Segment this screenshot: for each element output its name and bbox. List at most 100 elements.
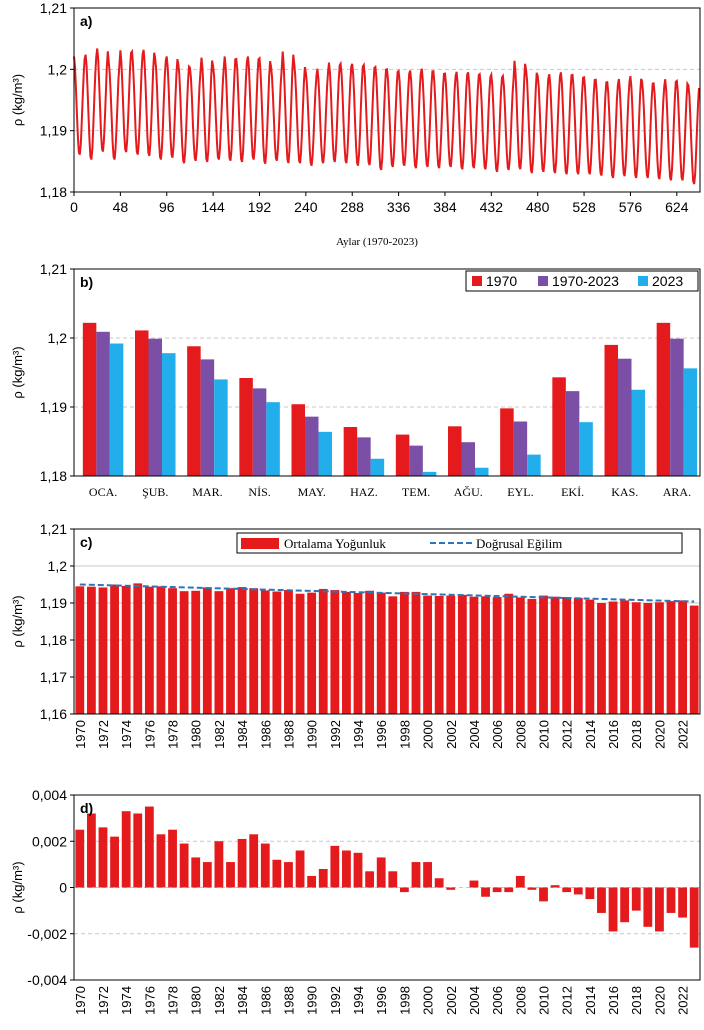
- year-bar: [446, 887, 456, 890]
- year-bar: [689, 887, 699, 948]
- year-bar: [121, 811, 131, 888]
- year-bar: [86, 813, 96, 888]
- y-tick-label: 1,18: [40, 468, 67, 484]
- x-tick-label: 1978: [166, 720, 181, 749]
- year-bar: [284, 590, 293, 714]
- x-tick-label: 1988: [281, 986, 296, 1015]
- year-bar: [539, 887, 548, 902]
- plot-frame: [73, 7, 701, 193]
- year-bar: [631, 602, 641, 714]
- year-bar: [168, 829, 177, 888]
- plot-frame: [73, 794, 701, 981]
- x-tick-label: 528: [572, 199, 596, 215]
- bar-2023: [527, 454, 541, 476]
- year-bar: [504, 593, 514, 714]
- x-tick-label: 1998: [397, 986, 412, 1015]
- bar-2023: [370, 458, 385, 476]
- year-bar: [411, 591, 421, 714]
- x-tick-label: MAR.: [192, 485, 222, 499]
- year-bar: [295, 593, 305, 714]
- x-tick-label: 288: [341, 199, 365, 215]
- year-bar: [481, 887, 490, 897]
- bar-2023: [475, 467, 489, 476]
- year-bar: [562, 887, 572, 893]
- year-bar: [237, 838, 247, 888]
- y-axis-label: ρ (kg/m³): [10, 861, 25, 913]
- y-tick-label: 1,18: [40, 184, 67, 200]
- year-bar: [620, 887, 630, 923]
- chart-b: 1,18 1,19 1,2 1,21 ρ (kg/m³) OCA. ŞUB. MAR. NİS.…: [10, 261, 701, 499]
- bar-1970: [395, 434, 410, 476]
- x-tick-label: 2010: [537, 986, 552, 1015]
- year-bar: [573, 597, 583, 714]
- year-bar: [307, 875, 317, 888]
- year-bar: [365, 590, 375, 714]
- year-bar: [527, 887, 537, 890]
- year-bar: [515, 597, 525, 714]
- bar-1970: [656, 322, 671, 476]
- x-tick-label: 2006: [490, 720, 505, 749]
- bar-1970-2023: [513, 421, 528, 476]
- bar-1970-2023: [565, 391, 580, 476]
- x-tick-label: 2002: [444, 986, 459, 1015]
- bar-1970: [135, 330, 149, 476]
- year-bar: [237, 587, 247, 714]
- year-bar: [504, 887, 514, 893]
- x-tick-label: 2012: [560, 986, 575, 1015]
- year-bar: [260, 843, 270, 888]
- year-bar: [585, 599, 595, 714]
- year-bar: [226, 588, 235, 714]
- plot-frame: [73, 268, 701, 477]
- x-tick-label: 2004: [467, 986, 482, 1015]
- year-bar: [481, 596, 490, 714]
- x-tick-label: 2002: [444, 720, 459, 749]
- x-tick-label: EYL.: [507, 485, 533, 499]
- y-tick-label: 1,16: [40, 706, 67, 722]
- y-tick-label: 1,19: [40, 399, 67, 415]
- legend: 1970 1970-2023 2023: [465, 270, 699, 292]
- year-bar: [655, 887, 664, 932]
- legend-swatch: [241, 538, 279, 549]
- year-bar: [492, 597, 502, 714]
- year-bar: [260, 590, 270, 714]
- trend-line: [79, 583, 695, 603]
- year-bar: [620, 600, 630, 714]
- legend-swatch: [638, 276, 648, 286]
- year-bar: [631, 887, 641, 911]
- bar-1970: [552, 377, 566, 476]
- year-bar: [678, 887, 688, 918]
- bar-2023: [579, 422, 593, 476]
- year-bar: [550, 885, 560, 888]
- x-tick-label: 1970: [73, 720, 88, 749]
- x-tick-label: 1976: [142, 986, 157, 1015]
- year-bar: [98, 827, 108, 888]
- year-bar: [689, 605, 699, 714]
- x-tick-label: 2018: [629, 986, 644, 1015]
- year-bar: [342, 591, 351, 714]
- x-tick-label: 1986: [258, 720, 273, 749]
- year-bar: [376, 592, 386, 714]
- year-bar: [307, 592, 317, 714]
- bar-1970-2023: [409, 445, 423, 476]
- legend-swatch: [538, 276, 548, 286]
- legend-label: Doğrusal Eğilim: [476, 536, 562, 551]
- y-axis-label: ρ (kg/m³): [10, 74, 25, 126]
- x-tick-label: TEM.: [402, 485, 430, 499]
- x-tick-label: 2014: [583, 986, 598, 1015]
- year-bar: [585, 887, 595, 900]
- y-tick-label: -0,002: [27, 926, 67, 942]
- x-tick-label: 2022: [676, 986, 691, 1015]
- y-axis-label: ρ (kg/m³): [10, 595, 25, 647]
- year-bar: [272, 591, 282, 714]
- year-bar: [202, 587, 212, 714]
- year-bar: [156, 834, 166, 888]
- y-tick-label: 1,21: [40, 0, 67, 16]
- chart-a: 1,18 1,19 1,2 1,21 ρ (kg/m³) 0 48 96 144 192 240 28…: [10, 0, 701, 248]
- bar-2023: [214, 379, 228, 476]
- year-bar: [608, 601, 618, 714]
- panel-label: c): [80, 534, 92, 550]
- y-tick-label: 1,17: [40, 669, 67, 685]
- bar-1970-2023: [618, 358, 632, 476]
- year-bar: [655, 602, 664, 714]
- x-tick-label: 240: [294, 199, 318, 215]
